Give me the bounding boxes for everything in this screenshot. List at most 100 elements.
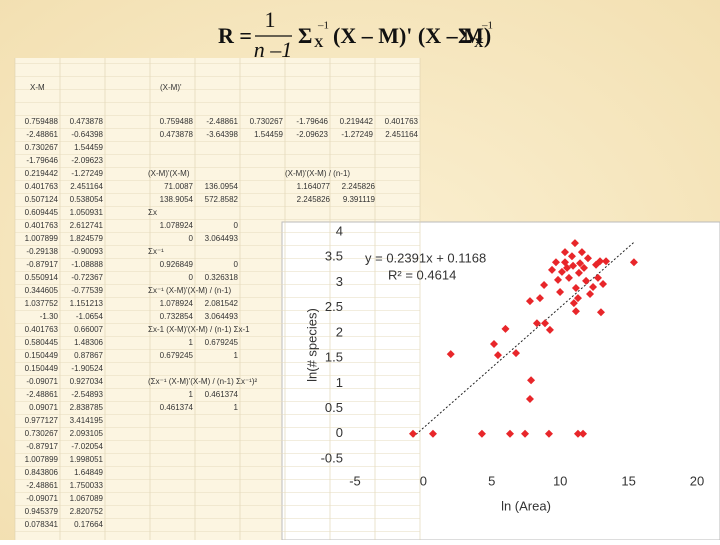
data-point [583, 254, 592, 263]
y-tick-label: 2.5 [325, 299, 343, 314]
cell-value: 1.48306 [74, 338, 103, 347]
cell-value: 0.17664 [74, 520, 103, 529]
column-header: (X-M)' [160, 83, 182, 92]
trendline [412, 241, 635, 438]
cell-value: 1.54459 [254, 130, 283, 139]
data-point [521, 429, 530, 438]
x-tick-label: 5 [488, 473, 495, 488]
data-point [541, 319, 550, 328]
data-point [580, 263, 589, 272]
data-point [577, 248, 586, 257]
cell-value: 2.245826 [342, 182, 376, 191]
cell-value: 0.926849 [160, 260, 194, 269]
cell-value: 1 [234, 403, 239, 412]
cell-value: 1.050931 [70, 208, 104, 217]
cell-value: 2.093105 [70, 429, 104, 438]
cell-value: 0.945379 [25, 507, 59, 516]
cell-value: 0.977127 [25, 416, 59, 425]
data-point [593, 273, 602, 282]
cell-value: -0.87917 [26, 442, 58, 451]
cell-value: 3.064493 [205, 234, 239, 243]
cell-value: 0.730267 [25, 429, 59, 438]
y-tick-label: 2 [336, 324, 343, 339]
cell-value: -2.48861 [26, 390, 58, 399]
cell-value: 0.759488 [25, 117, 59, 126]
block-label: Σx⁻¹ [148, 247, 164, 256]
cell-value: 0.550914 [25, 273, 59, 282]
chart: -0.5 0 0.5 1 1.5 2 2.5 3 3.5 4 -5 0 5 10 15 20 ln (Area)… [304, 223, 704, 513]
data-point [602, 257, 611, 266]
data-point [544, 429, 553, 438]
cell-value: 1.750033 [70, 481, 104, 490]
data-point [525, 297, 534, 306]
cell-value: -1.27249 [341, 130, 373, 139]
cell-value: 1 [234, 351, 239, 360]
cell-value: 572.8582 [205, 195, 239, 204]
cell-value: 0 [189, 234, 194, 243]
data-point [477, 429, 486, 438]
data-point [525, 394, 534, 403]
cell-value: 2.245826 [297, 195, 331, 204]
r-squared: R² = 0.4614 [388, 267, 456, 282]
cell-value: 0.87867 [74, 351, 103, 360]
cell-value: 0.326318 [205, 273, 239, 282]
cell-value: -0.29138 [26, 247, 58, 256]
data-point [556, 288, 565, 297]
cell-value: 3.414195 [70, 416, 104, 425]
formula-sub: X [474, 35, 484, 50]
cell-value: 0 [234, 260, 239, 269]
cell-value: 2.451164 [70, 182, 103, 191]
cell-value: 1.007899 [25, 234, 59, 243]
cell-value: 0.679245 [205, 338, 239, 347]
cell-value: 1.64849 [74, 468, 103, 477]
formula-middle: (X – M)' (X – M) [333, 23, 491, 48]
data-point [629, 258, 638, 267]
cell-value: 0.09071 [29, 403, 58, 412]
data-point [586, 290, 595, 299]
data-point [599, 279, 608, 288]
cell-value: -2.48861 [26, 130, 58, 139]
data-point [547, 265, 556, 274]
cell-value: 0.473878 [70, 117, 104, 126]
data-point [532, 319, 541, 328]
x-tick-label: 20 [690, 473, 704, 488]
formula-sup: –1 [317, 20, 329, 32]
cell-value: 0.461374 [205, 390, 239, 399]
formula: R = 1 n –1 Σ X –1 (X – M)' (X – M) Σ X –… [218, 7, 493, 62]
data-point [554, 275, 563, 284]
cell-value: -0.72367 [71, 273, 103, 282]
cell-value: 71.0087 [164, 182, 193, 191]
formula-denominator: n –1 [254, 37, 293, 62]
cell-value: 1.164077 [297, 182, 331, 191]
cell-value: 0.609445 [25, 208, 59, 217]
data-point [596, 257, 605, 266]
cell-value: 1.078924 [160, 299, 194, 308]
x-tick-label: 0 [420, 473, 427, 488]
data-point [501, 324, 510, 333]
y-axis-label: ln(# species) [304, 308, 319, 382]
cell-value: 3.064493 [205, 312, 239, 321]
cell-value: -1.90524 [71, 364, 103, 373]
data-point [527, 376, 536, 385]
cell-value: -1.27249 [71, 169, 103, 178]
data-point [540, 280, 549, 289]
data-point [576, 259, 585, 268]
y-tick-label: 4 [336, 223, 343, 238]
data-point [446, 350, 455, 359]
x-tick-label: -5 [349, 473, 361, 488]
block-label: (Σx⁻¹ (X-M)'(X-M) / (n-1) Σx⁻¹)² [148, 377, 258, 386]
cell-value: 2.820752 [70, 507, 104, 516]
cell-value: 1.998051 [70, 455, 104, 464]
cell-value: -2.09623 [71, 156, 103, 165]
data-point [505, 429, 514, 438]
block-label: Σx⁻¹ (X-M)'(X-M) / (n-1) [148, 286, 231, 295]
cell-value: 0.730267 [25, 143, 59, 152]
formula-numerator: 1 [265, 7, 276, 32]
cell-value: -0.09071 [26, 377, 58, 386]
cell-value: 0.461374 [160, 403, 194, 412]
data-point [563, 263, 572, 272]
y-tick-label: 1 [336, 375, 343, 390]
cell-value: -0.64398 [71, 130, 103, 139]
cell-value: 0.759488 [160, 117, 194, 126]
cell-value: -3.64398 [206, 130, 238, 139]
